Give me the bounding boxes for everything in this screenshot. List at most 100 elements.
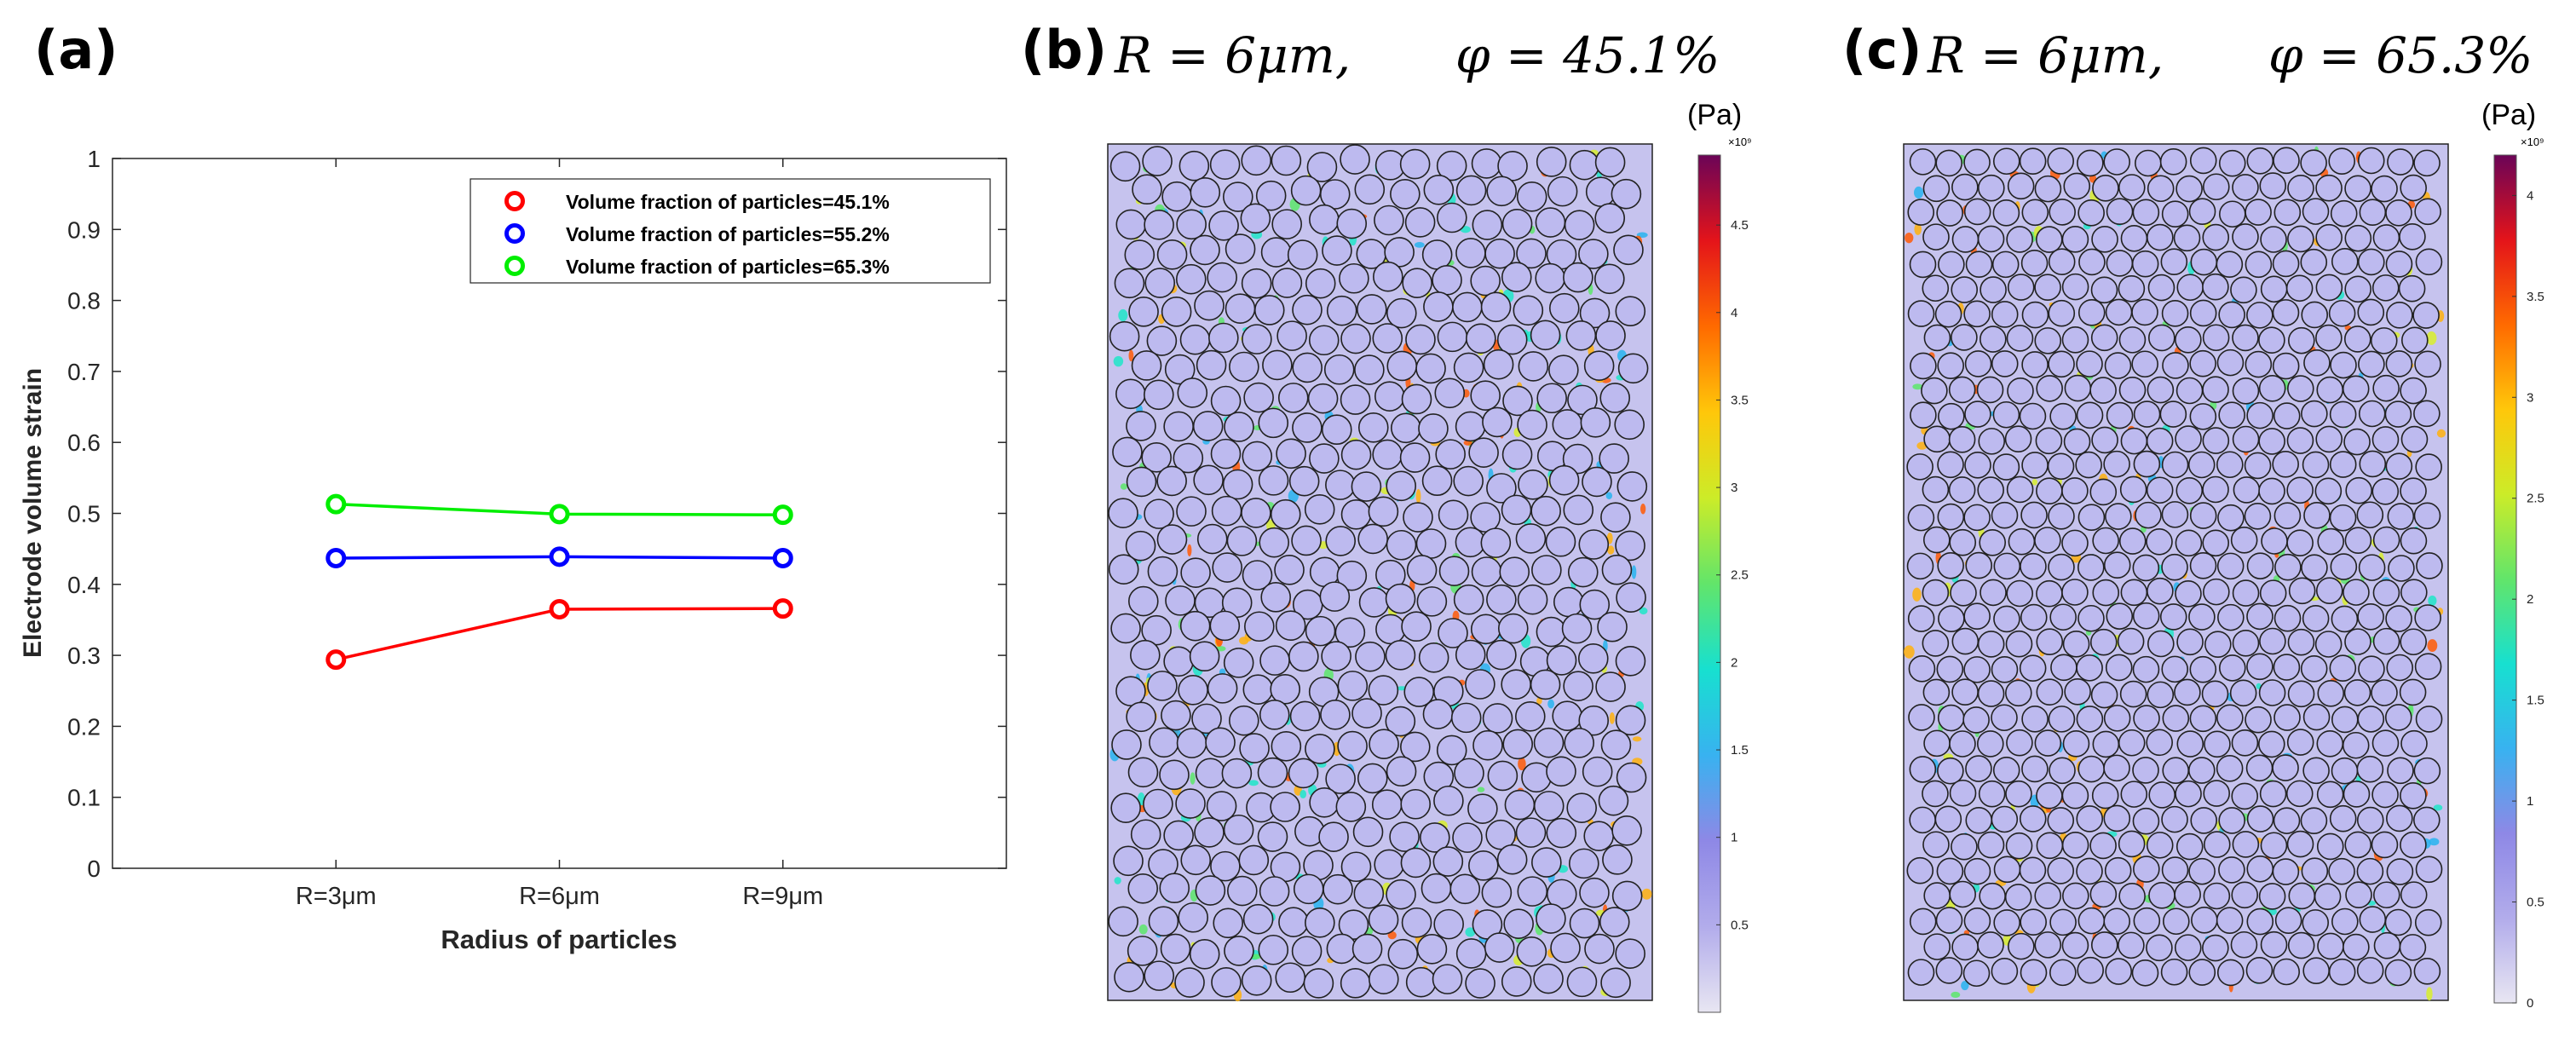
stress-hotspot: [1549, 384, 1559, 398]
particle: [1951, 276, 1979, 303]
particle: [1210, 850, 1241, 882]
particle: [1128, 585, 1159, 617]
y-tick-label: 0.7: [67, 359, 101, 385]
particle: [1354, 354, 1385, 385]
particle: [1340, 851, 1372, 883]
stress-hotspot: [2354, 179, 2366, 186]
particle: [1322, 235, 1352, 266]
particle: [1530, 320, 1561, 351]
particle: [1533, 727, 1565, 758]
particle: [2135, 149, 2162, 177]
particle: [1531, 555, 1562, 585]
legend-box: [470, 178, 991, 284]
particle: [2047, 452, 2075, 481]
stress-hotspot: [1200, 731, 1209, 737]
particle: [2049, 959, 2077, 987]
stress-hotspot: [1974, 199, 1984, 209]
stress-hotspot: [2258, 907, 2270, 916]
particle: [1108, 498, 1138, 529]
particle: [1114, 961, 1144, 993]
particle: [1951, 627, 1980, 655]
particle: [1258, 934, 1289, 965]
stress-hotspot: [1202, 880, 1213, 892]
particle: [1274, 554, 1305, 585]
stress-hotspot: [2282, 556, 2289, 565]
particle: [1501, 439, 1533, 470]
stress-hotspot: [1609, 712, 1615, 724]
particle: [2061, 579, 2089, 606]
particle: [1255, 180, 1287, 211]
particle: [2217, 504, 2245, 532]
stress-hotspot: [1366, 937, 1373, 953]
stress-hotspot: [2436, 310, 2445, 322]
stress-hotspot: [1641, 888, 1652, 900]
particle: [1108, 906, 1138, 937]
stress-hotspot: [1167, 372, 1179, 383]
stress-hotspot: [1594, 375, 1605, 383]
stress-hotspot: [1294, 873, 1305, 880]
particle: [1938, 251, 1965, 279]
particle: [2287, 628, 2315, 656]
particle: [2078, 199, 2105, 227]
stress-hotspot: [1546, 771, 1551, 783]
particle: [1290, 175, 1322, 206]
stress-hotspot: [1963, 887, 1974, 897]
stress-hotspot: [1921, 426, 1928, 435]
stress-hotspot: [2343, 423, 2349, 429]
stress-hotspot: [2186, 446, 2194, 452]
stress-hotspot: [2089, 717, 2097, 729]
particle: [2187, 451, 2216, 479]
particle: [1405, 966, 1437, 998]
particle: [2161, 805, 2188, 833]
stress-hotspot: [2268, 526, 2279, 536]
stress-hotspot: [1495, 254, 1501, 262]
particle: [2202, 934, 2229, 962]
particle: [1288, 641, 1319, 672]
particle: [2246, 552, 2274, 579]
particle: [1340, 323, 1371, 354]
stress-hotspot: [2032, 767, 2037, 778]
colorbar-tick-label: 4: [2527, 188, 2533, 203]
colorbar-tick-label: 0: [2527, 996, 2533, 1011]
particle: [1992, 147, 2020, 176]
particle: [1564, 728, 1594, 758]
stress-hotspot: [1233, 988, 1242, 1002]
stress-hotspot: [1168, 646, 1179, 656]
particle: [1319, 581, 1351, 612]
particle: [1566, 966, 1598, 998]
stress-hotspot: [1325, 223, 1335, 228]
particle: [2371, 478, 2400, 505]
stress-hotspot: [2278, 544, 2285, 558]
particle: [1465, 968, 1495, 999]
stress-hotspot: [1145, 677, 1150, 687]
particle: [2371, 274, 2400, 302]
stress-hotspot: [1962, 832, 1968, 844]
stress-hotspot: [2404, 262, 2413, 276]
particle: [2132, 757, 2159, 784]
particle: [2286, 476, 2314, 504]
particle: [1375, 614, 1406, 645]
particle: [1906, 453, 1933, 481]
stress-hotspot: [1374, 739, 1385, 749]
particle: [2004, 884, 2032, 911]
particle: [1614, 409, 1645, 441]
particle: [1225, 293, 1256, 325]
particle: [2399, 223, 2426, 251]
stress-hotspot: [1253, 425, 1262, 431]
particle: [2301, 301, 2329, 329]
particle: [2400, 377, 2427, 405]
stress-hotspot: [1132, 514, 1143, 521]
particle: [1386, 756, 1417, 787]
y-tick-label: 0.1: [67, 785, 101, 811]
stress-hotspot: [1415, 488, 1421, 504]
stress-hotspot: [2199, 404, 2208, 411]
particle: [1421, 465, 1453, 497]
particle: [2119, 680, 2147, 708]
particle: [1951, 226, 1980, 253]
stress-hotspot: [1323, 667, 1334, 683]
particle: [2246, 855, 2274, 883]
particle: [1552, 700, 1582, 731]
stress-hotspot: [1616, 374, 1625, 381]
stress-hotspot: [2325, 391, 2331, 405]
particle: [1432, 846, 1464, 877]
